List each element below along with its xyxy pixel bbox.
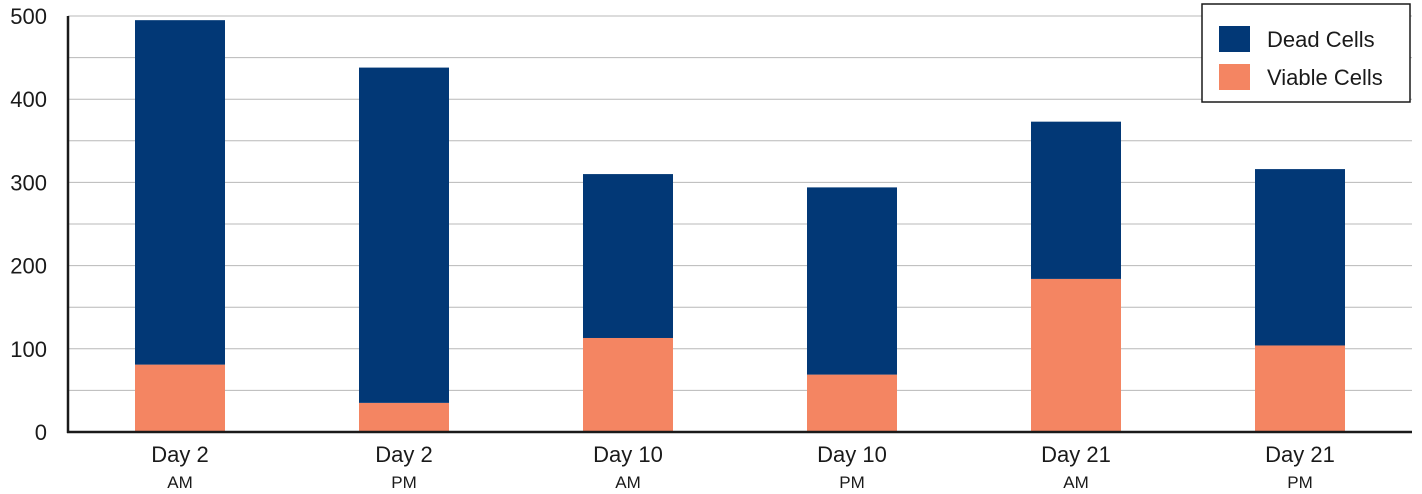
bar-dead-cells-3 [807,187,897,375]
bar-viable-cells-4 [1031,278,1121,432]
y-tick-label-200: 200 [10,254,47,279]
x-tick-label-5: Day 21 [1265,442,1335,467]
bar-viable-cells-0 [135,364,225,432]
bar-viable-cells-5 [1255,345,1345,432]
y-tick-label-500: 500 [10,4,47,29]
x-tick-label-2: Day 10 [593,442,663,467]
y-tick-label-100: 100 [10,337,47,362]
x-tick-sublabel-2: AM [615,473,641,492]
x-tick-sublabel-5: PM [1287,473,1313,492]
bars [135,20,1345,432]
bar-viable-cells-1 [359,402,449,432]
y-tick-label-0: 0 [35,420,47,445]
y-tick-labels: 0 100 200 300 400 500 [10,4,47,445]
bar-viable-cells-3 [807,374,897,432]
x-tick-label-0: Day 2 [151,442,208,467]
bar-dead-cells-1 [359,67,449,403]
x-tick-label-4: Day 21 [1041,442,1111,467]
x-tick-label-3: Day 10 [817,442,887,467]
bar-dead-cells-0 [135,20,225,365]
x-tick-label-1: Day 2 [375,442,432,467]
bar-viable-cells-2 [583,337,673,432]
legend-label-dead-cells: Dead Cells [1267,27,1375,52]
legend-swatch-viable-cells [1219,64,1250,90]
y-tick-label-300: 300 [10,170,47,195]
x-tick-labels: Day 2 AM Day 2 PM Day 10 AM Day 10 PM Day 21 AM Da… [151,442,1335,492]
bar-dead-cells-2 [583,174,673,338]
y-tick-label-400: 400 [10,87,47,112]
x-tick-sublabel-3: PM [839,473,865,492]
legend-label-viable-cells: Viable Cells [1267,65,1383,90]
x-tick-sublabel-0: AM [167,473,193,492]
bar-dead-cells-4 [1031,121,1121,279]
x-tick-sublabel-4: AM [1063,473,1089,492]
legend-swatch-dead-cells [1219,26,1250,52]
legend: Dead Cells Viable Cells [1201,3,1411,103]
x-tick-sublabel-1: PM [391,473,417,492]
bar-dead-cells-5 [1255,169,1345,346]
grid-lines [68,15,1412,391]
axes [66,16,1412,434]
